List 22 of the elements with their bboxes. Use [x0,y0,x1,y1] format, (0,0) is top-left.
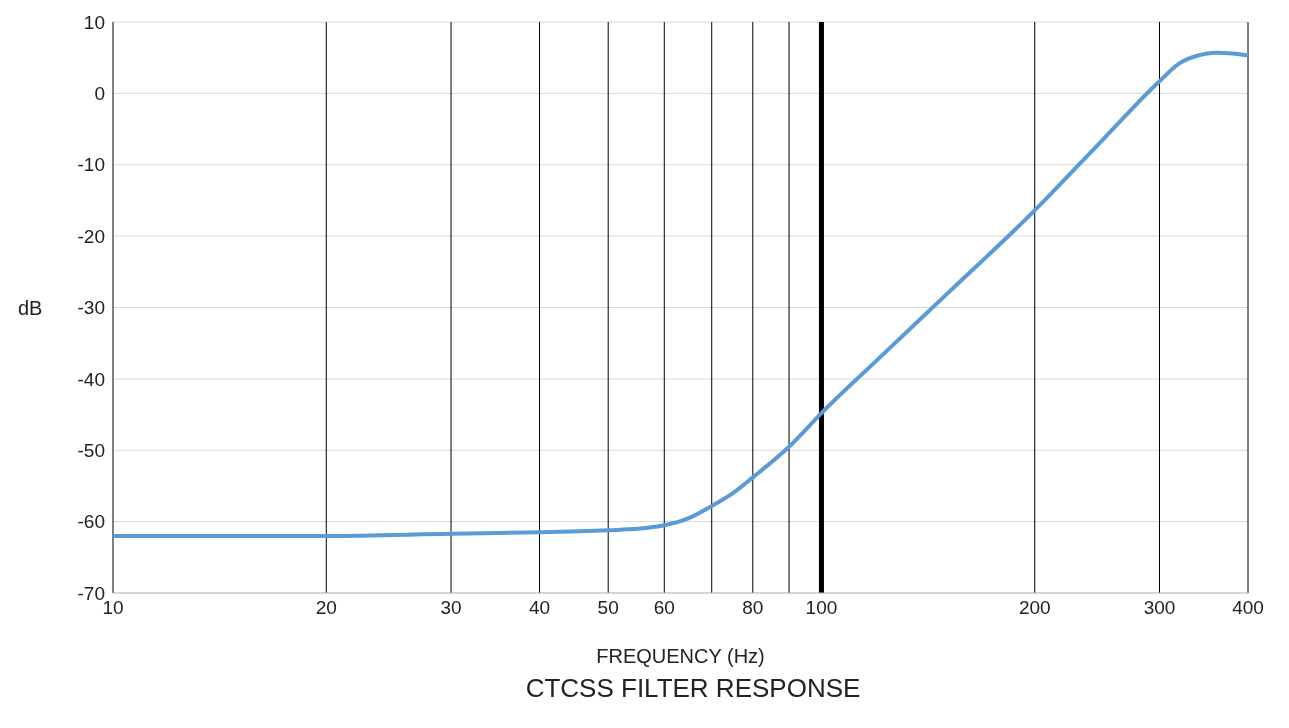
x-tick-label: 60 [653,597,675,619]
x-tick-label: 40 [528,597,551,619]
y-tick-label: -10 [77,154,105,176]
x-tick-label: 30 [440,597,462,619]
y-tick-label: -20 [77,225,105,247]
x-tick-label: 300 [1143,597,1176,619]
x-tick-label: 100 [805,597,838,619]
x-tick-label: 50 [597,597,619,619]
y-tick-label: 0 [94,83,105,105]
x-tick-label: 400 [1232,597,1264,619]
y-tick-label: -70 [77,582,105,604]
x-tick-label: 20 [315,597,337,619]
y-axis-title: dB [18,296,43,319]
x-tick-label: 80 [742,597,764,619]
x-axis-title: FREQUENCY (Hz) [596,645,765,667]
text: CTCSS FILTER RESPONSE [524,673,862,704]
y-tick-label: -30 [77,297,105,319]
y-tick-label: 10 [83,11,105,33]
y-tick-label: -50 [77,439,105,461]
x-tick-label: 200 [1018,597,1051,619]
y-tick-label: -60 [77,511,105,533]
y-tick-label: -40 [77,368,105,390]
